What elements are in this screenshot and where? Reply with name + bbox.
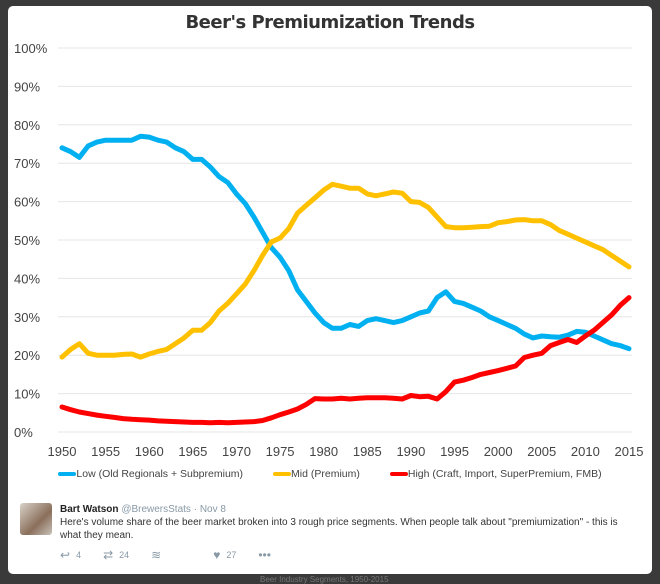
x-tick-label: 1990 bbox=[396, 444, 425, 459]
legend-label: High (Craft, Import, SuperPremium, FMB) bbox=[407, 468, 602, 480]
y-tick-label: 100% bbox=[14, 41, 48, 56]
x-tick-label: 1950 bbox=[48, 444, 77, 459]
y-tick-label: 70% bbox=[14, 156, 40, 171]
avatar[interactable] bbox=[20, 503, 52, 535]
y-tick-label: 30% bbox=[14, 310, 40, 325]
x-tick-label: 1995 bbox=[440, 444, 469, 459]
author-handle[interactable]: @BrewersStats bbox=[121, 504, 191, 515]
heart-icon: ♥ bbox=[213, 548, 221, 562]
x-tick-label: 1980 bbox=[309, 444, 338, 459]
y-tick-label: 80% bbox=[14, 118, 40, 133]
y-tick-label: 40% bbox=[14, 271, 40, 286]
x-tick-label: 1985 bbox=[353, 444, 382, 459]
more-icon: ••• bbox=[258, 548, 271, 562]
tweet-body: Bart Watson @BrewersStats · Nov 8 Here's… bbox=[60, 503, 640, 542]
x-tick-label: 2000 bbox=[484, 444, 513, 459]
y-tick-label: 90% bbox=[14, 79, 40, 94]
chart-title: Beer's Premiumization Trends bbox=[185, 12, 475, 33]
y-tick-label: 0% bbox=[14, 425, 33, 440]
retweet-button[interactable]: ⇄ 24 bbox=[103, 548, 129, 562]
legend-swatch bbox=[58, 472, 77, 476]
background-caption: Beer Industry Segments, 1950-2015 bbox=[260, 575, 389, 584]
x-tick-label: 1955 bbox=[91, 444, 120, 459]
reply-count: 4 bbox=[76, 550, 82, 560]
line-chart: 0% 10% 20% 30% 40% 50% 60% 70% 80% 90% 100% 1950 195… bbox=[14, 41, 644, 459]
tweet-text: Here's volume share of the beer market b… bbox=[60, 517, 618, 541]
retweet-count: 24 bbox=[119, 550, 130, 560]
y-tick-label: 50% bbox=[14, 233, 40, 248]
y-tick-label: 60% bbox=[14, 195, 40, 210]
x-tick-label: 2015 bbox=[615, 444, 644, 459]
tweet-actions: ↩ 4 ⇄ 24 ≋ ♥ 27 ••• bbox=[60, 548, 271, 562]
legend-item-mid: Mid (Premium) bbox=[273, 468, 360, 480]
more-button[interactable]: ••• bbox=[258, 548, 271, 562]
legend-label: Mid (Premium) bbox=[291, 468, 360, 480]
legend-item-high: High (Craft, Import, SuperPremium, FMB) bbox=[389, 468, 602, 480]
legend-swatch bbox=[389, 472, 408, 476]
x-tick-label: 1960 bbox=[135, 444, 164, 459]
legend-swatch bbox=[273, 472, 292, 476]
buffer-button[interactable]: ≋ bbox=[151, 548, 161, 562]
y-tick-label: 10% bbox=[14, 387, 40, 402]
series-line-mid bbox=[59, 181, 632, 360]
tweet-media-card bbox=[8, 6, 652, 574]
x-tick-label: 1965 bbox=[178, 444, 207, 459]
y-tick-label: 20% bbox=[14, 348, 40, 363]
buffer-icon: ≋ bbox=[151, 548, 162, 562]
retweet-icon: ⇄ bbox=[103, 548, 114, 562]
series-line-high bbox=[59, 295, 632, 426]
tweet-date[interactable]: · Nov 8 bbox=[193, 504, 226, 515]
x-tick-label: 1970 bbox=[222, 444, 251, 459]
like-button[interactable]: ♥ 27 bbox=[213, 548, 236, 562]
reply-button[interactable]: ↩ 4 bbox=[60, 548, 81, 562]
legend-label: Low (Old Regionals + Subpremium) bbox=[76, 468, 244, 480]
like-count: 27 bbox=[226, 550, 237, 560]
series-line-low bbox=[59, 133, 632, 352]
legend-item-low: Low (Old Regionals + Subpremium) bbox=[58, 468, 243, 480]
chart-legend: Low (Old Regionals + Subpremium) Mid (Pr… bbox=[0, 468, 660, 480]
author-name[interactable]: Bart Watson bbox=[60, 504, 119, 515]
x-tick-label: 1975 bbox=[266, 444, 295, 459]
x-tick-label: 2005 bbox=[527, 444, 556, 459]
x-tick-label: 2010 bbox=[571, 444, 600, 459]
reply-icon: ↩ bbox=[60, 548, 71, 562]
